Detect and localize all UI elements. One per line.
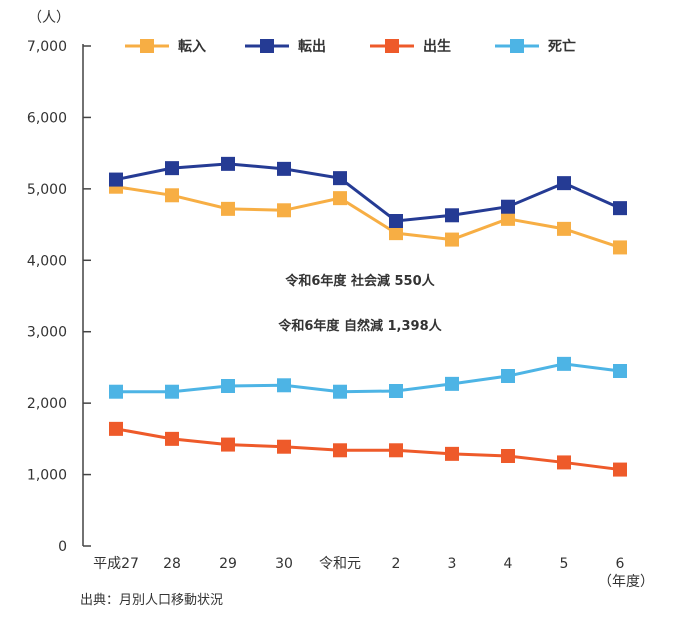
legend-marker — [385, 39, 399, 53]
data-point — [277, 378, 291, 393]
data-point — [277, 203, 291, 218]
data-point — [389, 384, 403, 398]
legend-label: 死亡 — [547, 38, 576, 55]
data-point — [557, 455, 571, 470]
legend-marker — [260, 39, 274, 53]
data-point — [501, 369, 515, 383]
series-line-0 — [115, 185, 621, 249]
y-tick-label: 1,000 — [27, 468, 67, 484]
data-point — [389, 214, 403, 228]
x-tick-label: 平成27 — [93, 556, 139, 572]
data-point — [165, 431, 179, 446]
data-point — [445, 446, 459, 461]
x-tick-label: 4 — [504, 556, 513, 572]
data-point — [557, 356, 571, 371]
data-point — [557, 221, 571, 236]
x-tick-label: 2 — [392, 556, 401, 572]
x-tick-label: 29 — [219, 556, 237, 572]
data-point — [221, 201, 235, 216]
series-line-2 — [115, 427, 621, 472]
series-line-3 — [116, 362, 621, 394]
data-point — [165, 188, 179, 203]
y-tick-label: 3,000 — [27, 325, 67, 341]
data-point — [333, 171, 347, 186]
annotation-natural: 令和6年度 自然減 1,398人 — [278, 318, 442, 334]
x-tick-label: 6 — [616, 556, 625, 572]
x-tick-label: 5 — [560, 556, 569, 572]
data-point — [109, 172, 123, 187]
y-axis-label: （人） — [28, 10, 70, 26]
x-tick-label: 28 — [163, 556, 181, 572]
data-point — [333, 191, 347, 206]
legend-label: 転出 — [298, 38, 326, 55]
y-tick-label: 6,000 — [27, 110, 67, 126]
data-point — [613, 462, 627, 477]
data-point — [445, 376, 459, 391]
data-point — [501, 449, 515, 463]
data-point — [445, 208, 459, 223]
y-tick-label: 2,000 — [27, 396, 67, 412]
data-point — [613, 201, 627, 216]
data-point — [221, 437, 235, 452]
y-tick-label: 7,000 — [27, 39, 67, 55]
data-point — [277, 439, 291, 454]
data-point — [613, 240, 627, 255]
data-point — [221, 379, 235, 393]
data-point — [445, 232, 459, 247]
x-tick-label: 令和元 — [319, 556, 361, 572]
legend-label: 出生 — [423, 38, 451, 55]
x-tick-label: 30 — [275, 556, 293, 572]
x-tick-label: 3 — [448, 556, 457, 572]
y-tick-label: 4,000 — [27, 253, 67, 269]
data-point — [221, 156, 235, 171]
legend-marker — [140, 39, 154, 53]
y-tick-label: 0 — [58, 539, 67, 555]
x-axis-label: （年度） — [598, 574, 654, 590]
data-point — [389, 443, 403, 458]
data-point — [109, 384, 123, 399]
data-point — [109, 421, 123, 436]
data-point — [165, 384, 179, 399]
data-point — [501, 199, 515, 214]
data-point — [277, 161, 291, 176]
source-note: 出典：月別人口移動状況 — [80, 593, 223, 608]
data-point — [333, 384, 347, 399]
data-point — [613, 364, 627, 378]
legend-marker — [510, 39, 524, 53]
data-point — [389, 226, 403, 241]
y-tick-label: 5,000 — [27, 182, 67, 198]
data-point — [501, 211, 515, 226]
annotation-social: 令和6年度 社会減 550人 — [285, 273, 435, 289]
data-point — [165, 161, 179, 176]
series-line-1 — [115, 162, 621, 223]
data-point — [557, 176, 571, 191]
legend-label: 転入 — [178, 38, 206, 55]
data-point — [333, 443, 347, 458]
